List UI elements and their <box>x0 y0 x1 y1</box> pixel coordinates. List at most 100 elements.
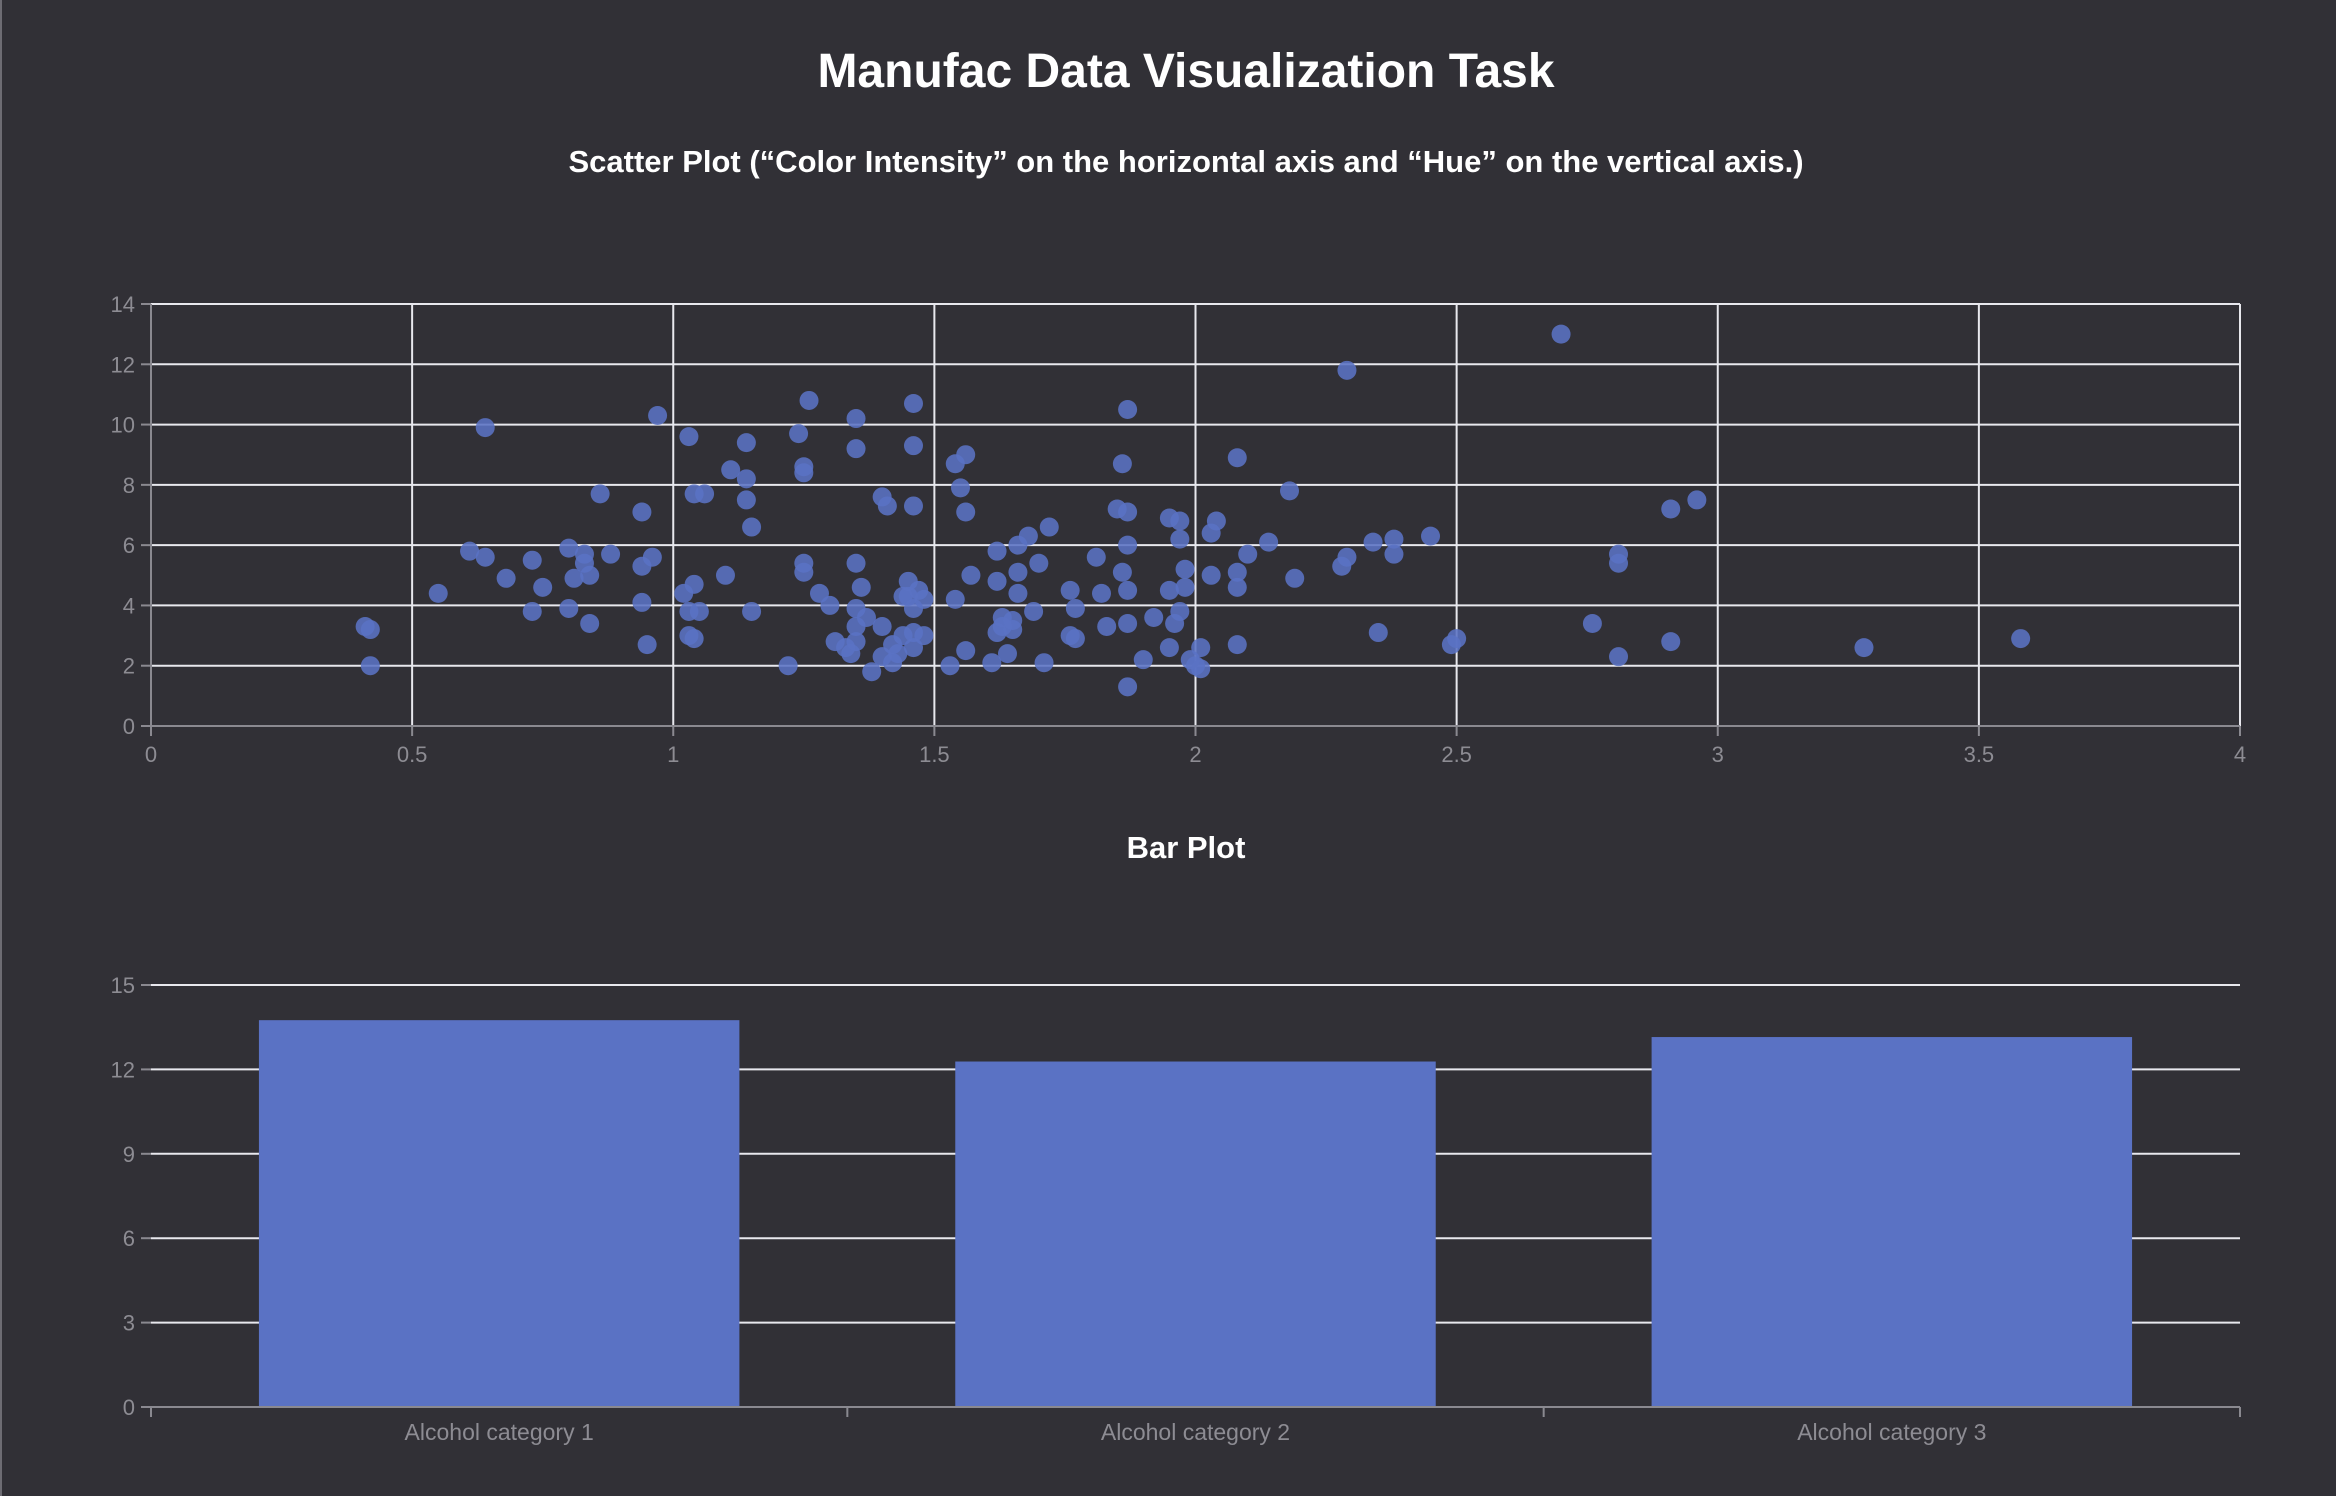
scatter-point <box>601 544 621 564</box>
scatter-point <box>903 496 923 516</box>
scatter-point <box>1133 650 1153 670</box>
scatter-point <box>1384 529 1404 549</box>
scatter-point <box>1118 400 1138 419</box>
bar-y-tick-label: 15 <box>111 973 135 998</box>
scatter-point <box>559 598 579 618</box>
scatter-point <box>1039 517 1059 537</box>
scatter-point <box>1091 583 1111 603</box>
scatter-point <box>736 469 756 489</box>
scatter-point <box>888 644 908 664</box>
scatter-point <box>1191 638 1211 658</box>
scatter-point <box>903 436 923 456</box>
scatter-point <box>1118 614 1138 634</box>
scatter-point <box>903 393 923 413</box>
scatter-point <box>1008 583 1028 603</box>
scatter-point <box>1118 502 1138 522</box>
scatter-point <box>940 656 960 676</box>
scatter-point <box>742 601 762 621</box>
scatter-x-tick-label: 1.5 <box>919 742 950 767</box>
scatter-point <box>360 656 380 676</box>
scatter-point <box>428 583 448 603</box>
bar-chart: 0 3 6 9 12 15 Alcohol category 1 Alcohol catego… <box>111 973 2241 1445</box>
bar <box>955 1061 1436 1407</box>
scatter-chart-title: Scatter Plot (“Color Intensity” on the h… <box>568 144 1804 179</box>
scatter-point <box>945 589 965 609</box>
scatter-point <box>642 547 662 567</box>
scatter-point <box>580 565 600 585</box>
scatter-point <box>789 424 809 444</box>
bar-category-label: Alcohol category 2 <box>1101 1419 1290 1445</box>
scatter-point <box>1159 580 1179 600</box>
scatter-point <box>956 641 976 661</box>
bar-y-tick-label: 9 <box>123 1142 135 1167</box>
scatter-point <box>982 653 1002 673</box>
scatter-point <box>794 463 814 483</box>
scatter-point <box>851 577 871 597</box>
scatter-point <box>1447 629 1467 649</box>
scatter-point <box>648 406 668 426</box>
scatter-point <box>1112 454 1132 474</box>
scatter-point <box>559 538 579 558</box>
scatter-point <box>961 565 981 585</box>
scatter-point <box>1008 562 1028 582</box>
scatter-point <box>950 478 970 498</box>
scatter-point <box>689 601 709 621</box>
scatter-point <box>914 626 934 646</box>
scatter-point <box>360 620 380 640</box>
scatter-point <box>564 568 584 588</box>
scatter-point <box>820 595 840 615</box>
scatter-point <box>1227 448 1247 468</box>
scatter-point <box>1024 601 1044 621</box>
scatter-x-tick-label: 0.5 <box>397 742 428 767</box>
scatter-y-tick-label: 8 <box>123 473 135 498</box>
scatter-point <box>1060 580 1080 600</box>
scatter-point <box>778 656 798 676</box>
scatter-point <box>914 589 934 609</box>
scatter-x-tick-label: 2 <box>1189 742 1201 767</box>
scatter-point <box>1337 547 1357 567</box>
scatter-point <box>475 547 495 567</box>
scatter-point <box>1086 547 1106 567</box>
scatter-point <box>632 592 652 612</box>
scatter-point <box>1170 511 1190 531</box>
scatter-point <box>1170 529 1190 549</box>
bar <box>258 1020 740 1407</box>
scatter-point <box>987 541 1007 561</box>
scatter-point <box>496 568 516 588</box>
scatter-point <box>1368 623 1388 643</box>
scatter-y-tick-label: 2 <box>123 654 135 679</box>
scatter-point <box>637 635 657 655</box>
scatter-point <box>1609 553 1629 573</box>
scatter-point <box>846 439 866 459</box>
scatter-point <box>1687 490 1707 510</box>
scatter-point <box>1118 535 1138 555</box>
bar-chart-title: Bar Plot <box>1126 830 1246 865</box>
scatter-point <box>1118 580 1138 600</box>
scatter-point <box>533 577 553 597</box>
scatter-point <box>1003 620 1023 640</box>
scatter-point <box>794 562 814 582</box>
scatter-point <box>742 517 762 537</box>
scatter-point <box>1551 324 1571 344</box>
scatter-point <box>862 662 882 682</box>
scatter-point <box>684 574 704 594</box>
scatter-point <box>721 460 741 480</box>
scatter-point <box>1280 481 1300 501</box>
bar-y-tick-label: 0 <box>123 1395 135 1420</box>
scatter-point <box>997 644 1017 664</box>
scatter-point <box>956 502 976 522</box>
scatter-point <box>1363 532 1383 552</box>
bar-y-tick-label: 12 <box>111 1057 135 1082</box>
scatter-point <box>684 629 704 649</box>
scatter-point <box>632 502 652 522</box>
scatter-x-tick-label: 1 <box>667 742 679 767</box>
scatter-point <box>799 390 819 410</box>
scatter-point <box>736 433 756 453</box>
bar-y-tick-label: 6 <box>123 1226 135 1251</box>
scatter-point <box>1191 659 1211 679</box>
scatter-point <box>846 632 866 652</box>
scatter-point <box>695 484 715 504</box>
scatter-point <box>1227 635 1247 655</box>
scatter-point <box>1609 647 1629 667</box>
bar-category-label: Alcohol category 1 <box>405 1419 594 1445</box>
